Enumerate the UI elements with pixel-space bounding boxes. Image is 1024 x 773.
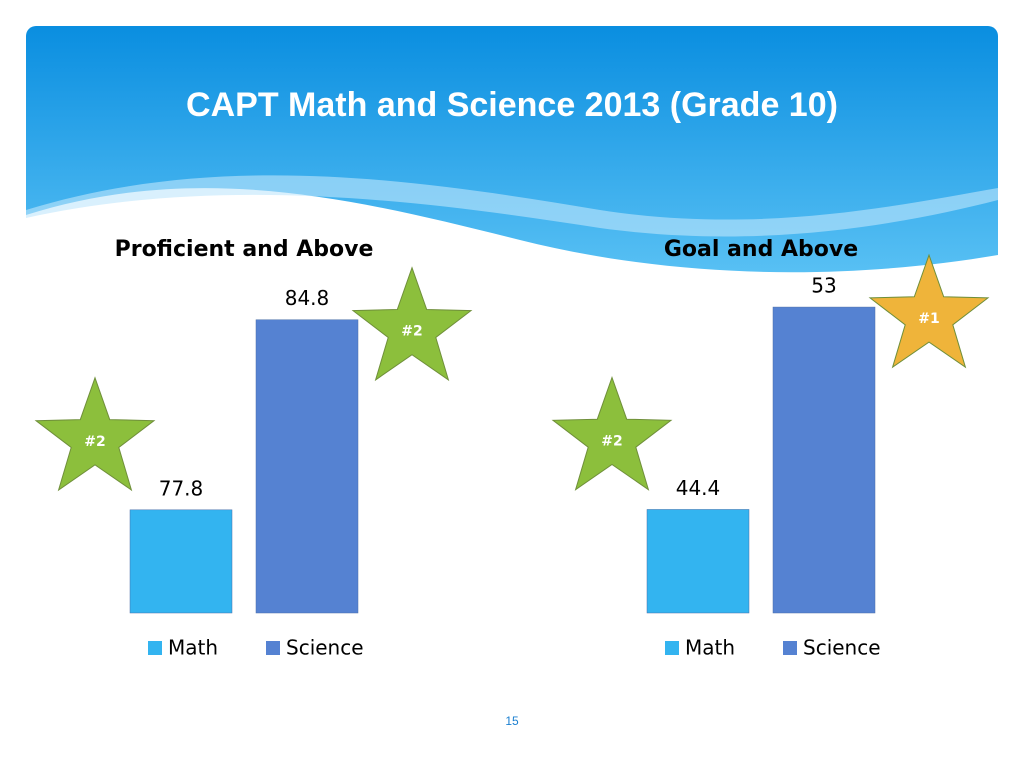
value-label: 84.8 (285, 286, 330, 310)
page-number: 15 (505, 714, 519, 728)
bar (772, 306, 876, 614)
value-label: 44.4 (676, 476, 721, 500)
legend-label: Math (685, 636, 735, 660)
header-wave (26, 188, 998, 290)
star (551, 375, 673, 491)
legend-label: Math (168, 636, 218, 660)
star (868, 253, 990, 369)
legend-label: Science (803, 636, 881, 660)
bar (646, 509, 750, 614)
bar (129, 509, 233, 614)
chart-title: Goal and Above (664, 237, 858, 262)
bar (255, 319, 359, 614)
star-label: #2 (601, 433, 622, 449)
value-label: 53 (811, 274, 836, 298)
chart-title: Proficient and Above (115, 237, 374, 262)
star (351, 266, 473, 382)
legend-swatch (665, 641, 679, 655)
header-wave-light (26, 175, 998, 237)
slide-title: CAPT Math and Science 2013 (Grade 10) (186, 86, 838, 124)
legend-swatch (783, 641, 797, 655)
legend-swatch (148, 641, 162, 655)
legend-label: Science (286, 636, 364, 660)
value-label: 77.8 (159, 476, 204, 500)
star-label: #2 (401, 324, 422, 340)
star (34, 376, 156, 492)
star-label: #2 (84, 434, 105, 450)
legend-swatch (266, 641, 280, 655)
star-label: #1 (918, 311, 939, 327)
